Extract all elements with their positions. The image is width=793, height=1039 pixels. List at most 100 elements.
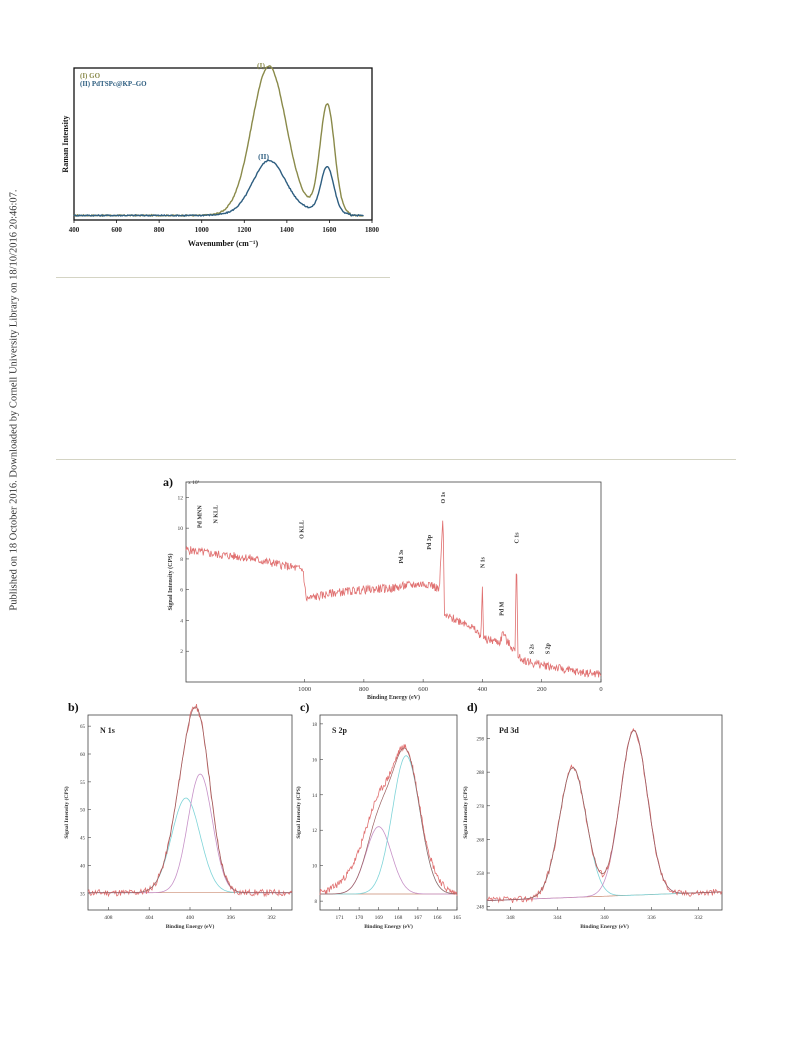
survey-y-tick-label: 10 — [178, 526, 184, 532]
xps-pd3d-x-tick-label: 348 — [506, 915, 515, 921]
xps-pd3d-raw-line — [486, 727, 723, 904]
xps-s2p-y-tick-label: 10 — [312, 865, 318, 870]
survey-y-tick-label: 8 — [180, 557, 183, 563]
raman-legend-entry: (II) PdTSPc@KP–GO — [80, 80, 147, 88]
xps-pd3d-y-tick-label: 298 — [477, 738, 485, 743]
xps-s2p-raw-line — [319, 744, 458, 896]
xps-s2p-x-tick-label: 169 — [375, 915, 384, 921]
xps-n1s-panel-label: b) — [68, 700, 79, 714]
raman-frame — [73, 67, 373, 221]
survey-panel-label: a) — [163, 475, 173, 489]
survey-y-tick-label: 6 — [180, 588, 183, 594]
xps-n1s-y-axis-label: Signal Intensity (CPS) — [63, 786, 70, 838]
xps-pd3d-envelope-line — [486, 730, 722, 901]
xps-n1s-component-1-line — [88, 797, 292, 894]
survey-x-axis-label: Binding Energy (eV) — [367, 694, 420, 701]
xps-pd3d-y-tick-label: 268 — [477, 838, 485, 843]
raman-x-axis-label: Wavenumber (cm⁻¹) — [188, 239, 259, 248]
xps-s2p-title: S 2p — [332, 726, 347, 735]
xps-s2p-y-tick-label: 8 — [315, 900, 318, 905]
xps-pd3d-x-tick-label: 344 — [553, 915, 562, 921]
xps-n1s-x-tick-label: 408 — [104, 915, 113, 921]
xps-pd3d-x-tick-label: 340 — [600, 915, 609, 921]
survey-x-tick-label: 1000 — [298, 686, 311, 693]
divider-bottom — [56, 459, 736, 460]
xps-s2p-x-tick-label: 167 — [414, 915, 423, 921]
survey-series-line — [185, 520, 602, 678]
survey-y-tick-label: 2 — [180, 649, 183, 655]
xps-n1s-y-tick-label: 65 — [80, 725, 86, 730]
survey-peak-label: C 1s — [515, 532, 521, 544]
xps-n1s-y-tick-label: 40 — [80, 864, 86, 869]
xps-s2p-y-axis-label: Signal Intensity (CPS) — [295, 786, 302, 838]
survey-peak-label: Pd M — [500, 601, 506, 616]
xps-n1s-y-tick-label: 45 — [80, 837, 86, 842]
survey-peak-label: N KLL — [214, 505, 220, 524]
xps-s2p-component-1-line — [320, 826, 457, 895]
survey-x-tick-label: 600 — [418, 686, 428, 693]
raman-series-line-2 — [73, 159, 364, 217]
xps-pd3d-x-axis-label: Binding Energy (eV) — [580, 923, 629, 930]
xps-n1s-y-tick-label: 55 — [80, 781, 86, 786]
xps-n1s-x-tick-label: 400 — [186, 915, 195, 921]
xps-s2p-y-tick-label: 14 — [312, 794, 318, 799]
xps-n1s-y-tick-label: 50 — [80, 809, 86, 814]
xps-s2p-x-tick-label: 165 — [453, 915, 462, 921]
raman-legend-entry: (I) GO — [80, 72, 101, 80]
survey-x-tick-label: 400 — [478, 686, 488, 693]
survey-x-tick-label: 0 — [599, 686, 602, 693]
xps-pd3d-panel-label: d) — [467, 700, 478, 714]
xps-s2p-y-tick-label: 18 — [312, 723, 318, 728]
xps-pd3d-x-tick-label: 336 — [647, 915, 656, 921]
survey-peak-label: O 1s — [441, 491, 447, 503]
survey-peak-label: Pd MNN — [197, 505, 203, 528]
xps-s2p-y-tick-label: 16 — [312, 758, 318, 763]
raman-x-tick-label: 1600 — [322, 226, 337, 234]
xps-pd3d-y-tick-label: 278 — [477, 805, 485, 810]
raman-annotation-I: (I) — [257, 61, 265, 70]
xps-n1s-component-2-line — [88, 773, 292, 894]
xps-s2p-x-tick-label: 171 — [335, 915, 344, 921]
raman-x-tick-label: 600 — [111, 226, 122, 234]
raman-y-axis-label: Raman Intensity — [61, 115, 70, 172]
survey-x-tick-label: 200 — [537, 686, 547, 693]
xps-s2p-x-tick-label: 170 — [355, 915, 364, 921]
xps-s2p-frame — [319, 714, 458, 911]
survey-y-tick-label: 4 — [180, 618, 183, 624]
raman-x-tick-label: 400 — [69, 226, 80, 234]
survey-peak-label: O KLL — [300, 520, 306, 539]
xps-n1s-x-axis-label: Binding Energy (eV) — [166, 923, 215, 930]
xps-pd3d-y-tick-label: 288 — [477, 771, 485, 776]
xps-s2p-x-axis-label: Binding Energy (eV) — [364, 923, 413, 930]
survey-y-multiplier: x 10³ — [188, 480, 200, 486]
survey-peak-label: S 2s — [529, 643, 535, 654]
xps-n1s-raw-line — [87, 704, 293, 898]
xps-pd3d-y-axis-label: Signal Intensity (CPS) — [462, 786, 469, 838]
xps-pd3d-y-tick-label: 248 — [477, 906, 485, 911]
xps-n1s-y-tick-label: 60 — [80, 753, 86, 758]
xps-n1s-x-tick-label: 404 — [145, 915, 154, 921]
survey-peak-label: Pd 3p — [427, 534, 433, 550]
xps-s2p-x-tick-label: 166 — [433, 915, 442, 921]
survey-y-tick-label: 12 — [178, 495, 184, 501]
xps-n1s-x-tick-label: 392 — [267, 915, 276, 921]
xps-n1s-envelope-line — [88, 706, 292, 894]
xps-pd3d-component-2-line — [486, 730, 722, 901]
xps-s2p-panel-label: c) — [300, 700, 309, 714]
xps-n1s-frame — [87, 714, 293, 911]
raman-x-tick-label: 1200 — [237, 226, 252, 234]
xps-pd3d-x-tick-label: 332 — [694, 915, 703, 921]
raman-x-tick-label: 1000 — [195, 226, 210, 234]
xps-pd3d-title: Pd 3d — [499, 726, 519, 735]
xps-pd3d-y-tick-label: 258 — [477, 872, 485, 877]
xps-s2p-x-tick-label: 168 — [394, 915, 403, 921]
raman-annotation-II: (II) — [258, 152, 269, 161]
raman-x-tick-label: 1800 — [365, 226, 380, 234]
xps-n1s-title: N 1s — [100, 726, 115, 735]
survey-peak-label: Pd 3s — [399, 549, 405, 564]
survey-y-axis-label: Signal Intensity (CPS) — [167, 553, 174, 610]
raman-x-tick-label: 1400 — [280, 226, 295, 234]
survey-peak-label: N 1s — [480, 556, 486, 568]
